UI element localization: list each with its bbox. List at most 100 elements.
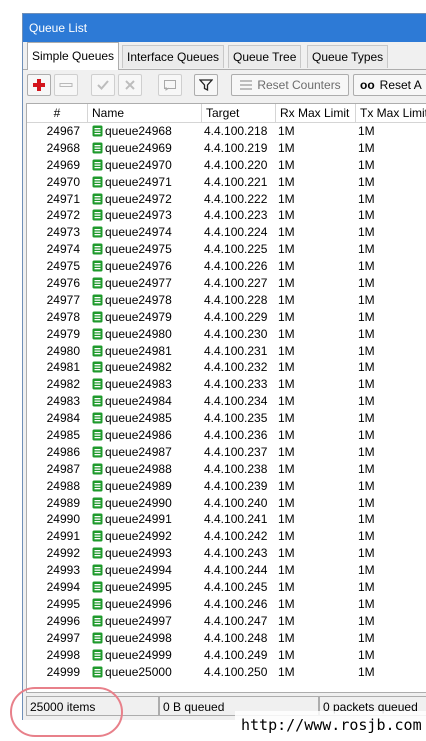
queue-icon — [92, 243, 103, 255]
table-row[interactable]: 24989 queue24990 4.4.100.240 1M 1M — [27, 495, 426, 512]
enable-button[interactable] — [91, 74, 115, 96]
table-row[interactable]: 24978 queue24979 4.4.100.229 1M 1M — [27, 309, 426, 326]
table-row[interactable]: 24998 queue24999 4.4.100.249 1M 1M — [27, 647, 426, 664]
column-header-number[interactable]: # — [27, 104, 88, 122]
table-row[interactable]: 24977 queue24978 4.4.100.228 1M 1M — [27, 292, 426, 309]
row-number: 24997 — [46, 630, 80, 645]
table-row[interactable]: 24987 queue24988 4.4.100.238 1M 1M — [27, 461, 426, 478]
row-rx-max-limit: 1M — [278, 478, 295, 493]
reset-counters-button[interactable]: Reset Counters — [231, 74, 349, 96]
column-header-name[interactable]: Name — [88, 104, 202, 122]
table-row[interactable]: 24999 queue25000 4.4.100.250 1M 1M — [27, 664, 426, 681]
row-name: queue24981 — [88, 343, 200, 360]
tab-simple-queues[interactable]: Simple Queues — [27, 42, 120, 70]
column-header-target[interactable]: Target — [202, 104, 276, 122]
table-row[interactable]: 24972 queue24973 4.4.100.223 1M 1M — [27, 207, 426, 224]
table-row[interactable]: 24985 queue24986 4.4.100.236 1M 1M — [27, 427, 426, 444]
queue-name: queue24973 — [105, 208, 172, 223]
row-tx-max-limit: 1M — [358, 208, 375, 223]
row-number: 24970 — [46, 174, 80, 189]
row-number: 24979 — [46, 326, 80, 341]
table-row[interactable]: 24975 queue24976 4.4.100.226 1M 1M — [27, 258, 426, 275]
tab-queue-tree[interactable]: Queue Tree — [228, 45, 302, 68]
queue-name: queue24976 — [105, 259, 172, 274]
queue-icon — [92, 547, 103, 559]
queue-name: queue24988 — [105, 461, 172, 476]
table-row[interactable]: 24979 queue24980 4.4.100.230 1M 1M — [27, 326, 426, 343]
row-rx-max-limit: 1M — [278, 343, 295, 358]
row-number: 24975 — [46, 259, 80, 274]
table-row[interactable]: 24968 queue24969 4.4.100.219 1M 1M — [27, 140, 426, 157]
table-row[interactable]: 24970 queue24971 4.4.100.221 1M 1M — [27, 174, 426, 191]
row-name: queue25000 — [88, 664, 200, 681]
row-target: 4.4.100.222 — [204, 191, 268, 206]
add-button[interactable] — [27, 74, 51, 96]
queue-icon — [92, 277, 103, 289]
row-tx-max-limit: 1M — [358, 664, 375, 679]
row-number: 24995 — [46, 596, 80, 611]
table-row[interactable]: 24986 queue24987 4.4.100.237 1M 1M — [27, 444, 426, 461]
row-rx-max-limit: 1M — [278, 309, 295, 324]
table-row[interactable]: 24988 queue24989 4.4.100.239 1M 1M — [27, 478, 426, 495]
queue-name: queue24971 — [105, 174, 172, 189]
queue-name: queue24989 — [105, 478, 172, 493]
table-row[interactable]: 24990 queue24991 4.4.100.241 1M 1M — [27, 511, 426, 528]
row-tx-max-limit: 1M — [358, 428, 375, 443]
row-target: 4.4.100.221 — [204, 174, 268, 189]
row-target: 4.4.100.244 — [204, 563, 268, 578]
table-row[interactable]: 24980 queue24981 4.4.100.231 1M 1M — [27, 343, 426, 360]
row-target: 4.4.100.247 — [204, 613, 268, 628]
table-row[interactable]: 24997 queue24998 4.4.100.248 1M 1M — [27, 630, 426, 647]
column-header-rx-max-limit[interactable]: Rx Max Limit — [276, 104, 356, 122]
table-row[interactable]: 24973 queue24974 4.4.100.224 1M 1M — [27, 224, 426, 241]
row-name: queue24970 — [88, 157, 200, 174]
table-row[interactable]: 24993 queue24994 4.4.100.244 1M 1M — [27, 562, 426, 579]
row-tx-max-limit: 1M — [358, 613, 375, 628]
table-row[interactable]: 24983 queue24984 4.4.100.234 1M 1M — [27, 393, 426, 410]
table-row[interactable]: 24981 queue24982 4.4.100.232 1M 1M — [27, 359, 426, 376]
row-rx-max-limit: 1M — [278, 276, 295, 291]
reset-counters-label: Reset Counters — [257, 78, 341, 92]
table-row[interactable]: 24996 queue24997 4.4.100.247 1M 1M — [27, 613, 426, 630]
table-row[interactable]: 24967 queue24968 4.4.100.218 1M 1M — [27, 123, 426, 140]
row-target: 4.4.100.248 — [204, 630, 268, 645]
remove-button[interactable] — [54, 74, 78, 96]
table-row[interactable]: 24994 queue24995 4.4.100.245 1M 1M — [27, 579, 426, 596]
table-row[interactable]: 24984 queue24985 4.4.100.235 1M 1M — [27, 410, 426, 427]
queue-icon — [92, 480, 103, 492]
row-name: queue24993 — [88, 545, 200, 562]
queue-name: queue24998 — [105, 630, 172, 645]
table-row[interactable]: 24991 queue24992 4.4.100.242 1M 1M — [27, 528, 426, 545]
table-row[interactable]: 24992 queue24993 4.4.100.243 1M 1M — [27, 545, 426, 562]
row-rx-max-limit: 1M — [278, 444, 295, 459]
queue-name: queue24982 — [105, 360, 172, 375]
reset-all-counters-button[interactable]: oo Reset A — [353, 74, 426, 96]
row-rx-max-limit: 1M — [278, 512, 295, 527]
row-tx-max-limit: 1M — [358, 394, 375, 409]
row-number: 24972 — [46, 208, 80, 223]
queue-table: # Name Target Rx Max Limit Tx Max Limit … — [26, 103, 426, 693]
row-name: queue24969 — [88, 140, 200, 157]
window-title[interactable]: Queue List — [23, 14, 426, 42]
tab-queue-types[interactable]: Queue Types — [307, 45, 389, 68]
row-target: 4.4.100.228 — [204, 292, 268, 307]
plus-icon — [33, 79, 45, 91]
row-number: 24996 — [46, 613, 80, 628]
tab-interface-queues[interactable]: Interface Queues — [122, 45, 225, 68]
queue-icon — [92, 125, 103, 137]
comment-button[interactable] — [158, 74, 182, 96]
queue-name: queue24979 — [105, 309, 172, 324]
disable-button[interactable] — [118, 74, 142, 96]
row-tx-max-limit: 1M — [358, 259, 375, 274]
row-rx-max-limit: 1M — [278, 428, 295, 443]
table-row[interactable]: 24974 queue24975 4.4.100.225 1M 1M — [27, 241, 426, 258]
filter-button[interactable] — [194, 74, 218, 96]
table-row[interactable]: 24982 queue24983 4.4.100.233 1M 1M — [27, 376, 426, 393]
row-rx-max-limit: 1M — [278, 208, 295, 223]
table-row[interactable]: 24995 queue24996 4.4.100.246 1M 1M — [27, 596, 426, 613]
table-row[interactable]: 24971 queue24972 4.4.100.222 1M 1M — [27, 191, 426, 208]
table-row[interactable]: 24969 queue24970 4.4.100.220 1M 1M — [27, 157, 426, 174]
table-row[interactable]: 24976 queue24977 4.4.100.227 1M 1M — [27, 275, 426, 292]
row-target: 4.4.100.241 — [204, 512, 268, 527]
column-header-tx-max-limit[interactable]: Tx Max Limit — [356, 104, 426, 122]
